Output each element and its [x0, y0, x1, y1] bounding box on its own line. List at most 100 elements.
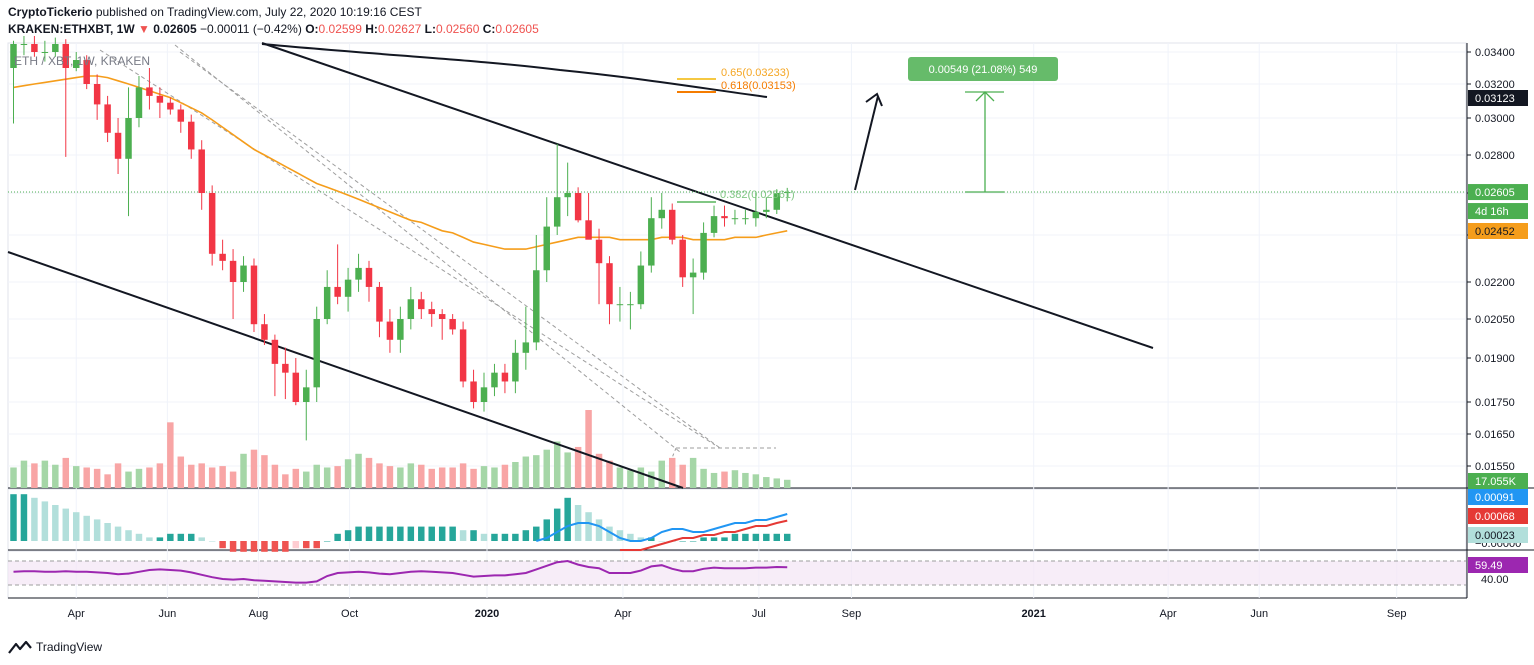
footer-brand[interactable]: TradingView — [36, 640, 103, 654]
volume-bar — [543, 449, 550, 488]
candle — [156, 87, 164, 118]
ema200-line — [261, 43, 768, 98]
candle-body — [303, 387, 310, 402]
candle-body — [522, 342, 530, 353]
volume-bar — [679, 464, 686, 488]
candle-body — [386, 321, 394, 340]
candle — [397, 306, 404, 353]
volume-bar — [658, 460, 666, 488]
volume-badge: 17.055K — [1468, 473, 1528, 489]
ema200-price-badge-bg — [1468, 90, 1528, 106]
upper-channel-line — [261, 42, 1154, 349]
macd-histogram-bar — [261, 541, 268, 552]
volume-bar — [731, 470, 739, 488]
candle-body — [156, 95, 164, 103]
volume-bar — [52, 464, 59, 488]
time-tick-label: 2021 — [1021, 608, 1045, 620]
publish-line: CryptoTickerio published on TradingView.… — [8, 4, 1008, 21]
candle — [543, 197, 550, 282]
volume-bar — [41, 460, 49, 488]
candle-body — [208, 193, 216, 254]
candle-body — [689, 272, 697, 278]
volume-bar — [428, 468, 435, 488]
candle — [564, 162, 571, 217]
macd-histogram-bar — [721, 537, 728, 541]
macd-histogram-bar — [229, 541, 237, 552]
candle — [470, 369, 477, 409]
rsi-band — [8, 561, 1466, 585]
last-price-badge: 0.02605 — [1468, 184, 1528, 201]
macd-histogram-bar — [156, 537, 164, 541]
volume-bar — [480, 466, 488, 488]
candle-body — [553, 197, 561, 227]
signal-value-badge-bg — [1468, 508, 1528, 524]
macd-histogram-bar — [501, 533, 509, 541]
candle — [574, 187, 582, 223]
last-price-badge-bg — [1468, 184, 1528, 201]
volume-bar — [334, 466, 341, 488]
candle-body — [491, 372, 498, 388]
volume-bar — [355, 453, 362, 488]
candle — [261, 314, 268, 345]
time-tick-label: Jun — [1250, 608, 1268, 620]
macd-histogram-bar — [198, 537, 205, 541]
volume-bar — [595, 453, 603, 488]
candle-body — [721, 216, 728, 219]
countdown-badge: 4d 16h — [1468, 203, 1528, 220]
ema200-price-badge-text: 0.03123 — [1475, 93, 1515, 105]
candle — [376, 282, 383, 338]
volume-bar — [574, 446, 582, 488]
volume-bar — [72, 466, 80, 488]
candle — [208, 185, 216, 266]
candle-body — [512, 352, 519, 382]
candle — [418, 291, 425, 319]
candle — [52, 37, 59, 57]
countdown-badge-text: 4d 16h — [1475, 206, 1509, 218]
candle — [20, 36, 28, 56]
candle-body — [606, 263, 613, 305]
candle-body — [564, 193, 571, 198]
candle — [146, 68, 153, 110]
candle-body — [355, 267, 362, 280]
candle-body — [763, 209, 770, 212]
candle — [522, 306, 530, 370]
macd-histogram-bar — [689, 541, 697, 542]
volume-bar — [564, 452, 571, 488]
macd-histogram-bar — [679, 541, 686, 542]
macd-histogram-bar — [637, 537, 645, 541]
time-tick-label: Aug — [249, 608, 269, 620]
volume-bar — [627, 470, 634, 488]
open-value: 0.02599 — [318, 22, 362, 36]
candle — [752, 193, 760, 227]
volume-bar — [344, 459, 352, 488]
macd-pane — [10, 494, 791, 552]
macd-histogram-bar — [292, 541, 300, 549]
low-value: 0.02560 — [436, 22, 480, 36]
macd-histogram-bar — [595, 519, 603, 541]
macd-histogram-bar — [731, 533, 739, 541]
candle — [553, 143, 561, 235]
volume-bar — [710, 472, 718, 488]
high-value: 0.02627 — [377, 22, 422, 36]
macd-histogram-bar — [52, 505, 59, 541]
candle — [188, 114, 195, 159]
ma-price-badge: 0.02452 — [1468, 223, 1528, 239]
measure-label: 0.00549 (21.08%) 549 — [929, 64, 1038, 76]
candle — [710, 205, 718, 238]
candle-body — [459, 329, 467, 382]
candle — [292, 358, 300, 406]
main-pane — [7, 42, 1467, 489]
volume-bar — [93, 468, 101, 488]
macd-hist-badge-text: 0.00023 — [1475, 530, 1515, 542]
grid — [7, 42, 1534, 599]
price-tick-label: 0.02050 — [1475, 314, 1515, 326]
candle-body — [449, 319, 456, 330]
candles — [10, 36, 791, 441]
macd-histogram-bar — [114, 526, 122, 541]
publisher-name[interactable]: CryptoTickerio — [8, 5, 93, 19]
close-label: C: — [482, 22, 496, 36]
signal-value-badge: 0.00068 — [1468, 508, 1528, 524]
candle — [438, 309, 446, 340]
price-tick-label: 0.01650 — [1475, 429, 1515, 441]
